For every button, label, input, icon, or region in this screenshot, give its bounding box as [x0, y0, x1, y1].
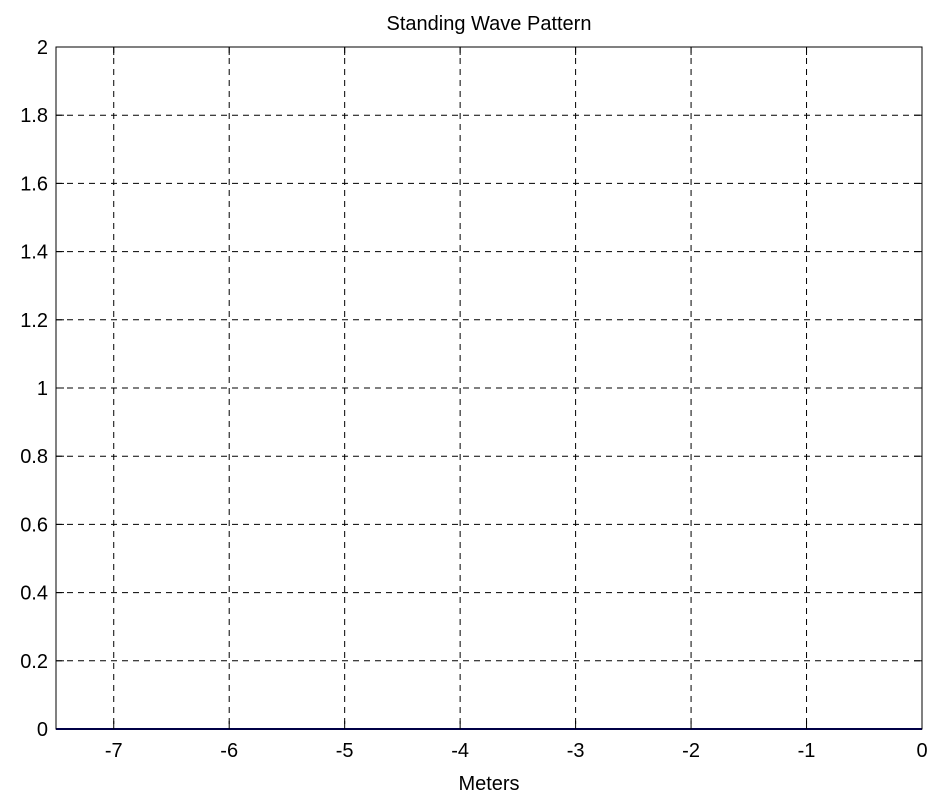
y-tick-label: 1.2 [20, 310, 48, 332]
y-tick-label: 0.2 [20, 651, 48, 673]
x-tick-label: -5 [336, 740, 354, 762]
x-tick-label: -3 [567, 740, 585, 762]
x-tick-labels: -7 -6 -5 -4 -3 -2 -1 0 [105, 740, 928, 762]
x-tick-label: -7 [105, 740, 123, 762]
y-tick-label: 0.4 [20, 583, 48, 605]
y-tick-label: 0 [37, 719, 48, 741]
x-tick-label: -6 [220, 740, 238, 762]
x-tick-label: -4 [451, 740, 469, 762]
y-tick-labels: 0 0.2 0.4 0.6 0.8 1 1.2 1.4 1.6 1.8 2 [20, 37, 48, 741]
y-tick-label: 1 [37, 378, 48, 400]
x-tick-label: -1 [798, 740, 816, 762]
grid-lines [56, 47, 922, 729]
y-tick-label: 2 [37, 37, 48, 59]
x-tick-label: 0 [916, 740, 927, 762]
y-tick-label: 0.8 [20, 446, 48, 468]
y-tick-label: 1.6 [20, 173, 48, 195]
x-tick-label: -2 [682, 740, 700, 762]
y-tick-label: 1.8 [20, 105, 48, 127]
y-tick-label: 1.4 [20, 242, 48, 264]
axis-ticks [56, 46, 923, 730]
x-axis-label: Meters [458, 773, 519, 795]
y-tick-label: 0.6 [20, 514, 48, 536]
chart-title: Standing Wave Pattern [387, 13, 592, 35]
